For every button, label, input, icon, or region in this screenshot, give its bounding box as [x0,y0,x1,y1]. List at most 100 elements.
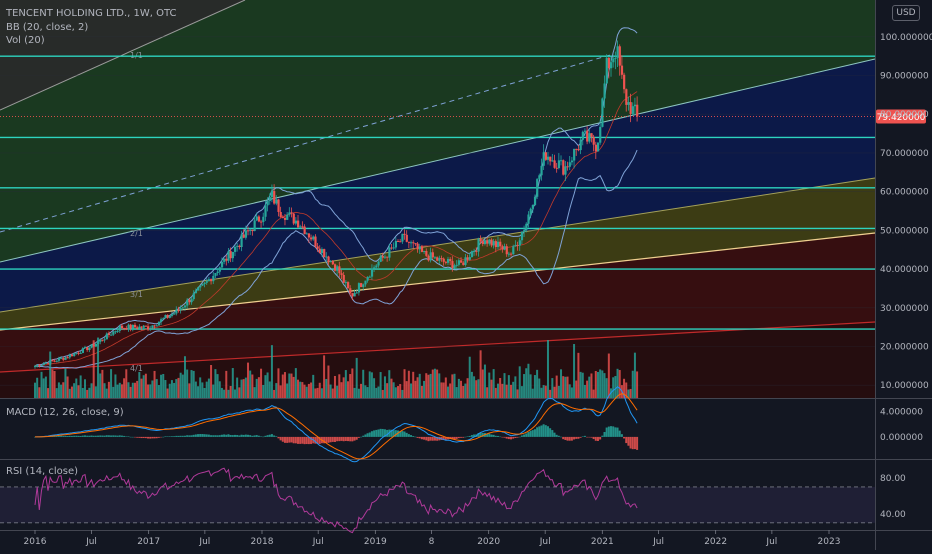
candle-body [614,57,617,59]
macd-hist-bar [568,436,571,441]
candle-body [583,130,587,132]
volume-bar [225,370,228,398]
candle-body [140,326,143,328]
volume-bar [505,384,508,398]
macd-hist-bar [244,434,247,437]
volume-bar [370,372,373,398]
bb-indicator-label[interactable]: BB (20, close, 2) [6,22,89,33]
volume-bar [160,374,163,398]
time-axis-label: Jul [312,537,324,547]
macd-hist-bar [168,436,171,437]
candle-body [125,328,128,330]
volume-bar [379,372,382,398]
volume-bar [477,379,480,398]
candle-body [394,240,398,248]
macd-signal-line [35,393,638,460]
macd-hist-bar [457,436,460,439]
macd-hist-bar [486,433,489,437]
macd-hist-bar [423,436,426,440]
macd-hist-bar [94,435,97,437]
candle-body [490,239,493,246]
candle-body [340,273,343,275]
macd-indicator-label[interactable]: MACD (12, 26, close, 9) [6,407,124,418]
volume-bar [286,383,289,398]
volume-bar [44,376,47,398]
candle-body [412,242,415,244]
volume-bar [64,368,67,398]
volume-bar [366,387,369,398]
macd-hist-bar [579,436,582,438]
macd-hist-bar [249,435,252,437]
macd-hist-bar [442,436,445,440]
volume-bar [277,368,280,398]
macd-hist-bar [264,435,267,437]
volume-bar [503,373,506,398]
volume-bar [299,381,302,398]
macd-hist-bar [201,434,204,437]
volume-bar [514,376,517,398]
macd-hist-bar [255,435,258,437]
volume-bar [629,388,632,398]
currency-button[interactable]: USD [892,5,920,21]
macd-hist-bar [194,434,197,437]
candle-body [64,357,67,360]
candle-body [310,237,313,240]
volume-bar [212,384,215,398]
candle-body [227,251,230,261]
candle-body [481,241,484,244]
macd-hist-bar [110,435,113,437]
macd-hist-bar [107,435,110,437]
macd-hist-bar [401,431,404,437]
macd-hist-bar [325,436,328,443]
candle-body [379,256,382,262]
volume-bar [140,378,143,398]
macd-hist-bar [103,435,106,437]
rsi-line [34,467,638,534]
macd-hist-bar [492,434,495,437]
macd-hist-bar [420,436,423,440]
volume-bar [475,380,478,398]
volume-bar [553,386,556,398]
time-axis-label: 2020 [477,537,500,547]
candle-body [136,327,139,329]
macd-hist-bar [242,434,245,437]
rsi-indicator-label[interactable]: RSI (14, close) [6,466,79,477]
macd-hist-bar [314,436,317,444]
candle-body [275,199,278,204]
candle-body [60,358,63,360]
volume-bar [125,369,128,398]
volume-bar [577,352,580,398]
macd-hist-bar [433,436,436,441]
symbol-title[interactable]: TENCENT HOLDING LTD., 1W, OTC [6,8,177,19]
macd-hist-bar [503,436,506,438]
macd-hist-bar [403,431,406,437]
volume-indicator-label[interactable]: Vol (20) [6,35,45,46]
candle-body [312,236,315,240]
macd-hist-bar [70,435,73,437]
volume-bar [288,373,291,398]
candle-body [120,325,124,329]
volume-bar [473,376,476,398]
macd-hist-bar [370,431,373,437]
macd-hist-bar [542,424,545,437]
candle-body [112,331,115,335]
candle-body [257,216,261,222]
macd-hist-bar [112,435,115,437]
candle-body [612,58,615,63]
volume-bar [444,377,447,398]
candle-body [381,256,384,258]
candle-body [516,244,519,246]
time-axis-label: Jul [765,537,777,547]
candle-body [34,365,37,368]
volume-bar [283,372,286,398]
candle-body [214,272,217,276]
volume-bar [518,366,521,398]
macd-hist-bar [347,436,350,442]
volume-bar [257,377,260,398]
macd-hist-bar [97,435,100,437]
macd-hist-bar [514,436,517,438]
macd-hist-bar [288,436,291,443]
macd-hist-bar [75,435,78,437]
